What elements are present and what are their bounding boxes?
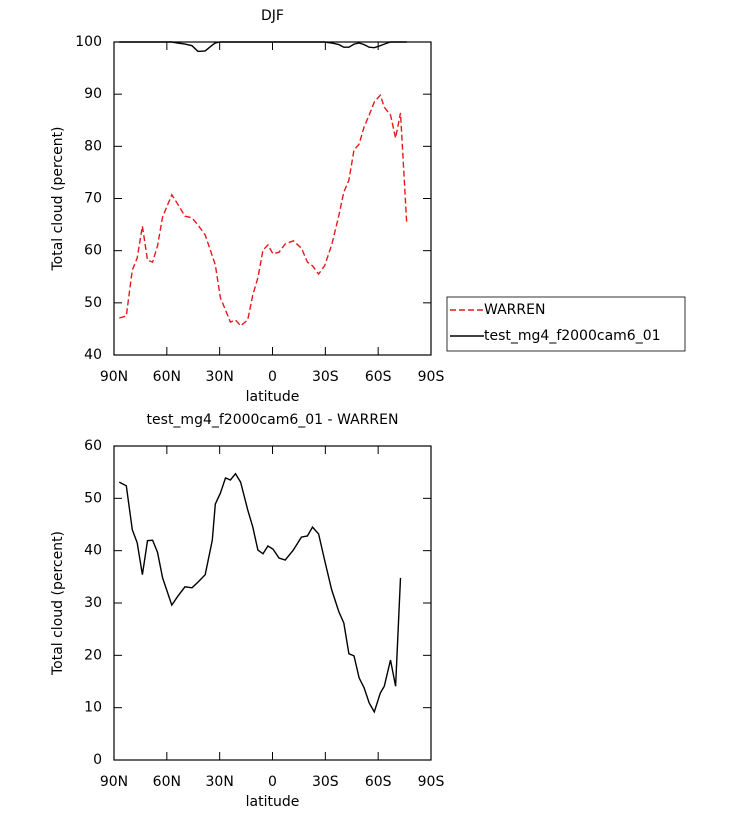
data-line [119,93,408,327]
y-axis-label: Total cloud (percent) [50,126,66,271]
x-tick-label: 90S [418,774,445,790]
x-tick-label: 60N [153,369,181,385]
legend-box [446,296,686,352]
x-tick-label: 90N [100,774,128,790]
x-tick-label: 90N [100,369,128,385]
y-tick-label: 40 [84,543,102,559]
y-tick-label: 80 [84,138,102,154]
x-tick-label: 60N [153,774,181,790]
y-tick-label: 20 [84,647,102,663]
legend-label: WARREN [484,302,545,318]
x-tick-label: 0 [268,369,277,385]
x-tick-label: 30N [206,369,234,385]
y-tick-label: 70 [84,191,102,207]
y-tick-label: 0 [93,752,102,768]
plot-frame [113,445,432,761]
x-tick-label: 30S [312,369,339,385]
data-line [119,41,407,53]
y-axis-label: Total cloud (percent) [50,531,66,676]
x-axis-label: latitude [246,389,300,405]
y-tick-label: 40 [84,347,102,363]
y-tick-label: 60 [84,438,102,454]
y-tick-label: 30 [84,595,102,611]
x-tick-label: 30S [312,774,339,790]
y-tick-label: 50 [84,295,102,311]
x-tick-label: 60S [365,774,392,790]
x-tick-label: 90S [418,369,445,385]
plot-frame [113,41,432,356]
y-tick-label: 100 [75,34,102,50]
y-tick-label: 60 [84,243,102,259]
x-tick-label: 0 [268,774,277,790]
x-tick-label: 60S [365,369,392,385]
chart-title: DJF [261,8,284,24]
y-tick-label: 10 [84,700,102,716]
legend-label: test_mg4_f2000cam6_01 [484,328,661,344]
x-axis-label: latitude [246,794,300,810]
x-tick-label: 30N [206,774,234,790]
y-tick-label: 90 [84,86,102,102]
data-line [118,472,402,714]
chart-title: test_mg4_f2000cam6_01 - WARREN [147,412,399,428]
y-tick-label: 50 [84,490,102,506]
